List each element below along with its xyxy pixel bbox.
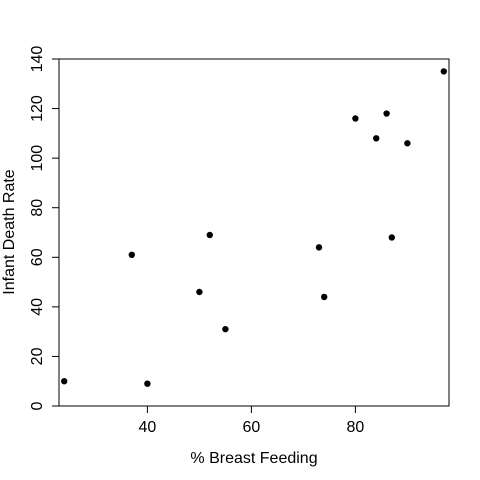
y-tick-label: 0 bbox=[29, 401, 46, 410]
y-tick-label: 140 bbox=[29, 46, 46, 73]
plot-frame bbox=[58, 58, 450, 407]
data-point bbox=[315, 244, 323, 251]
y-tick-label: 60 bbox=[29, 248, 46, 266]
x-tick-label: 40 bbox=[139, 419, 157, 436]
y-tick-label: 120 bbox=[29, 95, 46, 122]
y-tick-label: 100 bbox=[29, 145, 46, 172]
data-point bbox=[352, 115, 359, 122]
x-axis-label: % Breast Feeding bbox=[190, 450, 317, 467]
x-axis: 40 60 80 bbox=[139, 406, 365, 436]
data-points bbox=[60, 68, 447, 387]
data-point bbox=[196, 288, 203, 296]
y-tick-label: 40 bbox=[29, 298, 46, 316]
y-tick-label: 20 bbox=[29, 347, 46, 365]
y-axis-label: Infant Death Rate bbox=[1, 169, 18, 295]
data-point bbox=[222, 325, 229, 333]
data-point bbox=[388, 234, 395, 241]
data-point bbox=[373, 135, 380, 142]
x-tick-label: 80 bbox=[347, 419, 365, 436]
data-point bbox=[206, 231, 213, 239]
data-point bbox=[404, 140, 411, 147]
data-point bbox=[383, 110, 390, 117]
y-axis: 0 20 40 60 80 100 120 140 bbox=[29, 46, 59, 410]
data-point bbox=[60, 378, 68, 385]
data-point bbox=[144, 380, 151, 387]
x-tick-label: 60 bbox=[243, 419, 261, 436]
data-point bbox=[321, 293, 328, 301]
y-tick-label: 80 bbox=[29, 199, 46, 217]
data-point bbox=[440, 68, 447, 75]
data-point bbox=[128, 251, 135, 259]
